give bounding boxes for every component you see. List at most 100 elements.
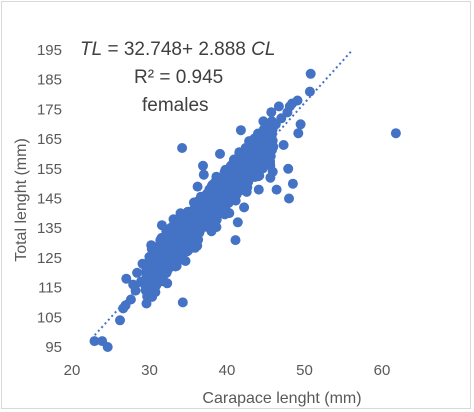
data-point: [177, 143, 188, 153]
data-point: [144, 255, 155, 266]
data-point: [249, 146, 260, 156]
data-point: [231, 163, 242, 174]
data-point: [224, 193, 235, 204]
data-point: [155, 235, 166, 246]
data-point: [121, 273, 132, 284]
data-point: [265, 134, 276, 145]
axis-ticks: 20 30 40 50 60 95 105 115 125 135 145 155 165 175 185 1…: [37, 42, 390, 379]
data-point: [284, 101, 295, 112]
data-point: [271, 184, 282, 195]
x-tick-label: 60: [374, 362, 391, 379]
data-point: [305, 68, 316, 79]
data-point: [287, 178, 298, 189]
data-point: [235, 125, 246, 136]
r-squared-label: R² = 0.945: [134, 67, 223, 88]
y-tick-label: 165: [37, 131, 62, 148]
data-point: [177, 297, 188, 308]
data-point: [187, 205, 198, 216]
data-point: [208, 208, 219, 219]
y-tick-label: 185: [37, 72, 62, 89]
data-point: [175, 208, 186, 219]
data-point: [161, 267, 172, 278]
data-point: [206, 226, 217, 237]
data-point: [208, 187, 219, 198]
group-label: females: [142, 95, 209, 116]
data-point: [191, 214, 201, 225]
y-tick-label: 115: [38, 280, 62, 297]
data-point: [128, 279, 139, 290]
data-point: [242, 175, 253, 186]
y-tick-label: 155: [37, 161, 62, 178]
data-point: [188, 241, 199, 251]
data-point: [132, 267, 143, 278]
data-point: [177, 238, 188, 249]
data-point: [239, 202, 250, 213]
data-point: [293, 128, 304, 139]
data-point: [222, 175, 233, 186]
data-point: [168, 214, 179, 225]
y-tick-label: 135: [37, 220, 62, 237]
y-tick-label: 95: [45, 339, 62, 356]
y-axis-title: Total lenght (mm): [13, 138, 30, 262]
data-point: [166, 255, 177, 266]
data-point: [182, 220, 193, 231]
data-point: [278, 140, 289, 150]
x-tick-label: 50: [296, 362, 313, 379]
data-point: [273, 101, 284, 112]
y-tick-label: 125: [37, 250, 62, 267]
x-axis-title: Carapace lenght (mm): [202, 390, 361, 407]
data-point: [198, 160, 208, 171]
data-point: [258, 116, 269, 127]
data-point: [102, 342, 113, 352]
data-point: [253, 184, 264, 195]
data-point: [227, 184, 238, 195]
data-point: [232, 217, 243, 228]
data-points: [89, 68, 401, 352]
data-point: [262, 148, 273, 159]
x-tick-label: 30: [141, 362, 158, 379]
data-point: [155, 275, 166, 286]
x-tick-label: 20: [64, 362, 81, 379]
data-point: [139, 279, 150, 290]
y-tick-label: 175: [37, 101, 62, 118]
equation-label: TL = 32.748+ 2.888 CL: [80, 39, 275, 60]
data-point: [304, 86, 315, 97]
y-tick-label: 145: [37, 191, 62, 208]
data-point: [256, 140, 267, 150]
data-point: [194, 223, 205, 234]
data-point: [234, 148, 245, 159]
data-point: [216, 181, 227, 192]
data-point: [218, 202, 229, 213]
data-point: [198, 169, 209, 180]
data-point: [115, 315, 125, 326]
data-point: [295, 119, 306, 130]
data-point: [146, 244, 157, 254]
data-point: [265, 172, 276, 183]
data-point: [173, 226, 184, 237]
data-point: [390, 128, 401, 139]
data-point: [184, 232, 195, 243]
y-tick-label: 195: [37, 42, 62, 59]
data-point: [164, 235, 175, 246]
data-point: [245, 166, 256, 177]
data-point: [230, 235, 241, 246]
data-point: [192, 181, 203, 192]
data-point: [284, 193, 294, 204]
data-point: [260, 125, 271, 136]
data-point: [125, 294, 136, 305]
data-point: [237, 157, 248, 168]
data-point: [199, 202, 210, 213]
x-tick-label: 40: [219, 362, 236, 379]
data-point: [219, 166, 230, 177]
data-point: [253, 131, 263, 142]
data-point: [283, 163, 294, 174]
data-point: [240, 143, 251, 153]
data-point: [253, 166, 264, 177]
data-point: [292, 95, 303, 106]
data-point: [142, 291, 153, 302]
data-point: [215, 148, 225, 159]
data-point: [266, 107, 277, 118]
data-point: [246, 137, 257, 148]
data-point: [156, 220, 167, 231]
